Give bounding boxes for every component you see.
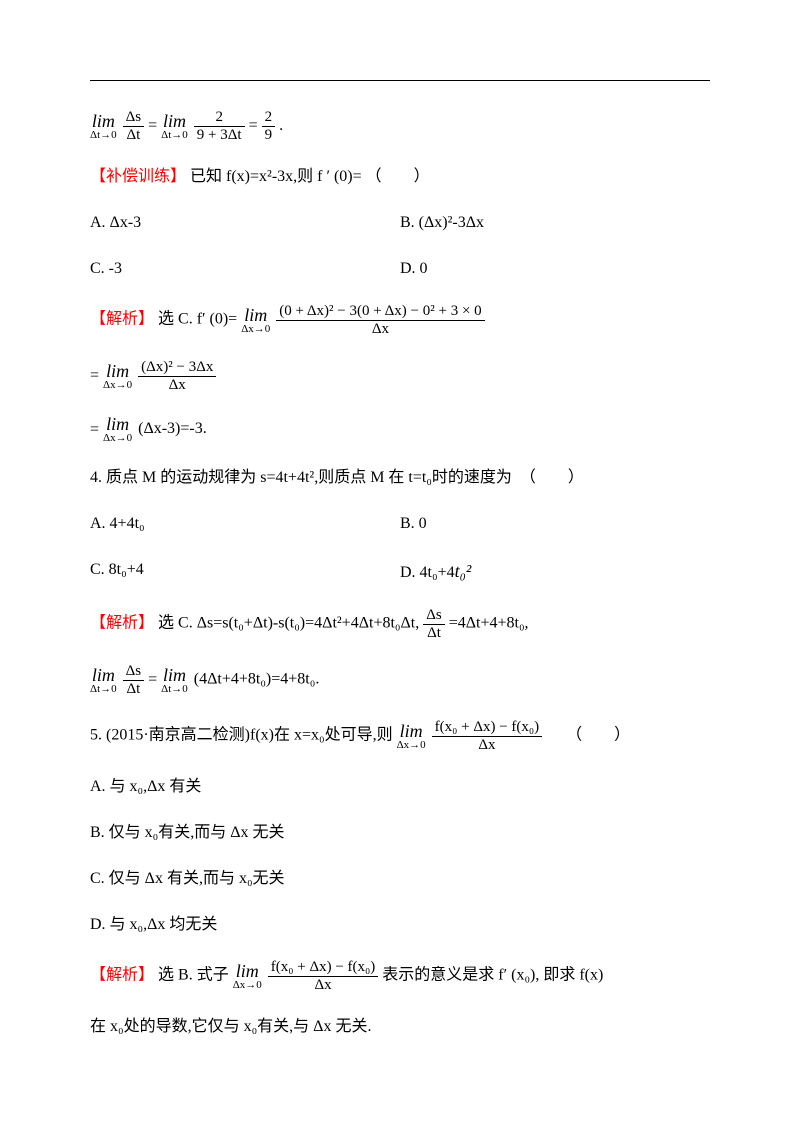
- q5-opt-d: D. 与 x₀,Δx 均无关: [90, 913, 710, 937]
- opt-c: C. -3: [90, 257, 400, 281]
- answer-4-line2: lim Δt→0 Δs Δt = lim Δt→0 (4Δt+4+8t₀)=4+…: [90, 663, 710, 697]
- answer-5-line1: 【解析】 选 B. 式子 lim Δx→0 f(x₀ + Δx) − f(x₀)…: [90, 959, 710, 993]
- lim-symbol: lim Δt→0: [90, 112, 117, 141]
- q5-paren: （ ）: [566, 727, 630, 744]
- lim-symbol: lim Δt→0: [161, 666, 188, 695]
- frac-ds-dt: Δs Δt: [423, 607, 444, 641]
- eq: =: [148, 668, 157, 692]
- opt-d: D. 4t₀+4t₀²: [400, 558, 710, 585]
- supp-options-row1: A. Δx-3 B. (Δx)²-3Δx: [90, 211, 710, 235]
- lim-symbol: lim Δx→0: [103, 415, 132, 444]
- q5-opt-c: C. 仅与 Δx 有关,而与 x₀无关: [90, 867, 710, 891]
- answer-5-post: 表示的意义是求 f′ (x₀), 即求 f(x): [382, 967, 603, 984]
- analysis-tag: 【解析】: [90, 311, 154, 328]
- frac-2-9: 2 9: [262, 109, 276, 143]
- eq: =: [148, 114, 157, 138]
- opt-d-pre: D. 4t₀+4: [400, 564, 455, 581]
- frac-simplified: (Δx)² − 3Δx Δx: [138, 359, 216, 393]
- lim-symbol: lim Δx→0: [241, 306, 270, 335]
- q5-paren: [546, 727, 562, 744]
- answer-1-pre: 选 C. f′ (0)=: [158, 311, 237, 328]
- question-4: 4. 质点 M 的运动规律为 s=4t+4t²,则质点 M 在 t=t₀时的速度…: [90, 466, 710, 490]
- lim-symbol: lim Δt→0: [161, 112, 188, 141]
- q5-text1: 5. (2015·南京高二检测)f(x)在 x=x₀处可导,则: [90, 727, 393, 744]
- answer-1-line1: 【解析】 选 C. f′ (0)= lim Δx→0 (0 + Δx)² − 3…: [90, 303, 710, 337]
- q4-options-row1: A. 4+4t₀ B. 0: [90, 512, 710, 536]
- q5-opt-a: A. 与 x₀,Δx 有关: [90, 775, 710, 799]
- lim-symbol: lim Δx→0: [397, 722, 426, 751]
- frac-ds-dt: Δs Δt: [123, 109, 144, 143]
- analysis-tag: 【解析】: [90, 967, 154, 984]
- frac-expand: (0 + Δx)² − 3(0 + Δx) − 0² + 3 × 0 Δx: [276, 303, 484, 337]
- opt-a: A. Δx-3: [90, 211, 400, 235]
- supplement-text: 已知 f(x)=x²-3x,则 f ′ (0)= （ ）: [190, 168, 430, 185]
- eq: =: [249, 114, 258, 138]
- frac-derivative-def: f(x₀ + Δx) − f(x₀) Δx: [268, 959, 379, 993]
- question-5: 5. (2015·南京高二检测)f(x)在 x=x₀处可导,则 lim Δx→0…: [90, 719, 710, 753]
- lim-symbol: lim Δx→0: [103, 362, 132, 391]
- answer-4-text2: =4Δt+4+8t₀,: [449, 615, 529, 632]
- q5-opt-b: B. 仅与 x₀有关,而与 Δx 无关: [90, 821, 710, 845]
- lim-symbol: lim Δx→0: [233, 962, 262, 991]
- analysis-tag: 【解析】: [90, 615, 154, 632]
- opt-b: B. 0: [400, 512, 710, 536]
- opt-d-t0sq: t₀²: [455, 561, 472, 581]
- opt-d: D. 0: [400, 257, 710, 281]
- answer-1-result: (Δx-3)=-3.: [138, 420, 207, 437]
- opt-a: A. 4+4t₀: [90, 512, 400, 536]
- frac-ds-dt: Δs Δt: [123, 663, 144, 697]
- supplement-question: 【补偿训练】 已知 f(x)=x²-3x,则 f ′ (0)= （ ）: [90, 165, 710, 189]
- answer-5-line2: 在 x₀处的导数,它仅与 x₀有关,与 Δx 无关.: [90, 1015, 710, 1039]
- opt-b: B. (Δx)²-3Δx: [400, 211, 710, 235]
- lim-symbol: lim Δt→0: [90, 666, 117, 695]
- page-top-rule: [90, 80, 710, 81]
- answer-1-line3: = lim Δx→0 (Δx-3)=-3.: [90, 415, 710, 444]
- answer-4-text1: 选 C. Δs=s(t₀+Δt)-s(t₀)=4Δt²+4Δt+8t₀Δt,: [158, 615, 419, 632]
- answer-4-result: (4Δt+4+8t₀)=4+8t₀.: [194, 671, 320, 688]
- answer-4-line1: 【解析】 选 C. Δs=s(t₀+Δt)-s(t₀)=4Δt²+4Δt+8t₀…: [90, 607, 710, 641]
- period: .: [279, 114, 283, 138]
- q4-options-row2: C. 8t₀+4 D. 4t₀+4t₀²: [90, 558, 710, 585]
- supplement-tag: 【补偿训练】: [90, 168, 186, 185]
- eq: =: [90, 418, 99, 442]
- eq: =: [90, 364, 99, 388]
- answer-5-pre: 选 B. 式子: [158, 967, 229, 984]
- supp-options-row2: C. -3 D. 0: [90, 257, 710, 281]
- limit-expression-1: lim Δt→0 Δs Δt = lim Δt→0 2 9 + 3Δt = 2 …: [90, 109, 710, 143]
- opt-c: C. 8t₀+4: [90, 558, 400, 585]
- frac-2-9plus: 2 9 + 3Δt: [194, 109, 245, 143]
- frac-derivative-def: f(x₀ + Δx) − f(x₀) Δx: [432, 719, 543, 753]
- answer-1-line2: = lim Δx→0 (Δx)² − 3Δx Δx: [90, 359, 710, 393]
